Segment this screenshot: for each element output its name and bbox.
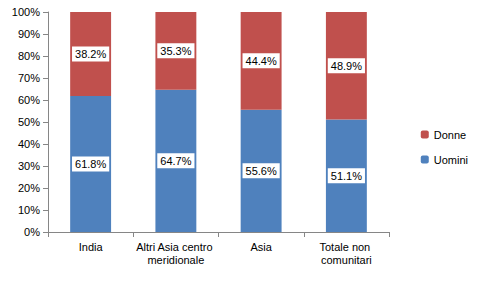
svg-text:61.8%: 61.8% xyxy=(75,158,106,170)
svg-text:Asia: Asia xyxy=(250,241,272,253)
svg-text:10%: 10% xyxy=(18,204,40,216)
svg-text:38.2%: 38.2% xyxy=(75,48,106,60)
svg-text:comunitari: comunitari xyxy=(321,254,372,266)
svg-text:44.4%: 44.4% xyxy=(246,55,277,67)
svg-text:55.6%: 55.6% xyxy=(246,165,277,177)
svg-text:60%: 60% xyxy=(18,94,40,106)
svg-text:64.7%: 64.7% xyxy=(160,155,191,167)
svg-text:30%: 30% xyxy=(18,160,40,172)
svg-text:48.9%: 48.9% xyxy=(331,60,362,72)
svg-text:40%: 40% xyxy=(18,138,40,150)
svg-text:51.1%: 51.1% xyxy=(331,170,362,182)
svg-text:70%: 70% xyxy=(18,72,40,84)
svg-text:20%: 20% xyxy=(18,182,40,194)
svg-text:100%: 100% xyxy=(12,6,40,18)
svg-text:0%: 0% xyxy=(24,226,40,238)
svg-text:India: India xyxy=(79,241,104,253)
svg-text:Donne: Donne xyxy=(434,129,466,141)
svg-text:meridionale: meridionale xyxy=(147,254,204,266)
svg-text:Altri Asia centro: Altri Asia centro xyxy=(136,241,215,253)
svg-text:50%: 50% xyxy=(18,116,40,128)
svg-text:Totale non: Totale non xyxy=(319,241,373,253)
svg-text:35.3%: 35.3% xyxy=(160,45,191,57)
svg-text:Uomini: Uomini xyxy=(434,154,468,166)
svg-text:90%: 90% xyxy=(18,28,40,40)
svg-text:80%: 80% xyxy=(18,50,40,62)
